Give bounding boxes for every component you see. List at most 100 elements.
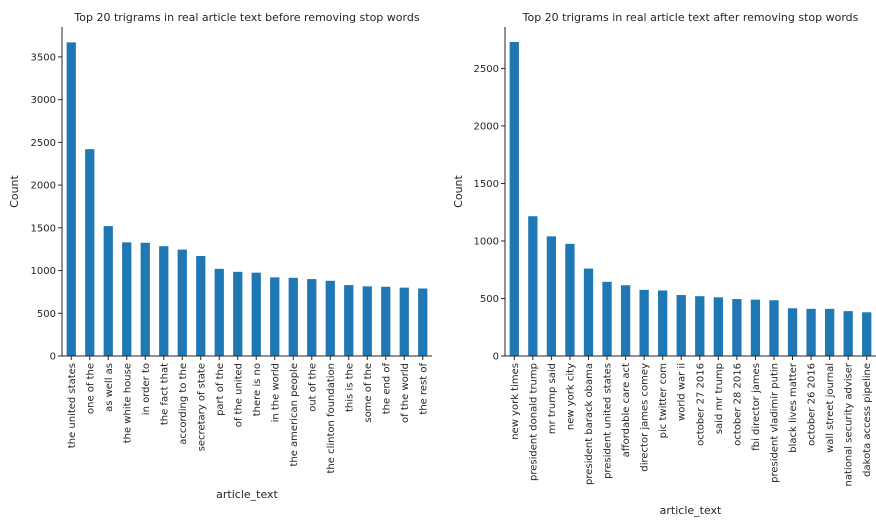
y-tick-label: 3500 bbox=[31, 52, 56, 63]
y-tick-label: 2500 bbox=[474, 64, 499, 75]
bar bbox=[418, 288, 428, 356]
x-tick-label: mr trump said bbox=[547, 363, 558, 434]
bar bbox=[695, 296, 705, 356]
bar bbox=[602, 281, 612, 356]
x-tick-label: pic twitter com bbox=[658, 363, 669, 438]
x-tick-label: fbi director james bbox=[751, 363, 762, 451]
bar bbox=[270, 277, 280, 356]
x-tick-label: one of the bbox=[85, 363, 96, 414]
x-tick-label: the clinton foundation bbox=[326, 363, 337, 473]
bar bbox=[140, 242, 150, 356]
bar bbox=[546, 236, 557, 356]
bar bbox=[362, 286, 372, 356]
bar bbox=[344, 285, 354, 356]
x-tick-label: said mr trump bbox=[714, 363, 725, 434]
bar bbox=[620, 285, 631, 356]
bar bbox=[288, 277, 298, 356]
x-tick-label: of the world bbox=[400, 363, 411, 423]
x-tick-label: the fact that bbox=[159, 363, 170, 425]
x-axis-label: article_text bbox=[216, 488, 278, 501]
bar bbox=[787, 308, 798, 356]
x-tick-label: new york city bbox=[565, 363, 576, 430]
y-tick-label: 3000 bbox=[31, 95, 56, 106]
y-tick-label: 500 bbox=[480, 294, 499, 305]
x-tick-label: the united states bbox=[67, 363, 78, 448]
bar bbox=[381, 286, 391, 356]
bar-series bbox=[66, 42, 428, 356]
y-tick-label: 1000 bbox=[474, 236, 499, 247]
x-tick-label: the rest of bbox=[418, 363, 429, 415]
chart-title: Top 20 trigrams in real article text aft… bbox=[522, 11, 859, 24]
bar bbox=[769, 300, 779, 356]
x-tick-label: october 28 2016 bbox=[732, 363, 743, 446]
y-tick-label: 1500 bbox=[31, 223, 56, 234]
bar bbox=[862, 312, 872, 356]
bar bbox=[583, 268, 594, 356]
bar bbox=[658, 290, 668, 356]
x-tick-label: some of the bbox=[363, 363, 374, 423]
chart-panel-before-stopwords: Top 20 trigrams in real article text bef… bbox=[8, 11, 432, 501]
x-tick-label: there is no bbox=[252, 363, 263, 416]
bar-series bbox=[509, 41, 872, 356]
x-tick-label: dakota access pipeline bbox=[862, 363, 873, 477]
x-tick-label: according to the bbox=[178, 363, 189, 445]
x-tick-label: the end of bbox=[381, 363, 392, 415]
bar bbox=[122, 242, 132, 356]
bar bbox=[528, 216, 538, 356]
y-tick-label: 0 bbox=[493, 352, 499, 363]
x-tick-label: october 26 2016 bbox=[807, 363, 818, 446]
x-tick-label: president united states bbox=[603, 363, 614, 479]
bar bbox=[196, 256, 206, 356]
x-tick-label: new york times bbox=[510, 363, 521, 440]
x-tick-label: national security adviser bbox=[844, 362, 855, 486]
y-tick-label: 2500 bbox=[31, 138, 56, 149]
x-tick-label: world war ii bbox=[677, 363, 688, 421]
bar bbox=[233, 271, 243, 356]
bar bbox=[66, 42, 76, 356]
bar bbox=[103, 226, 113, 356]
bar bbox=[676, 295, 686, 356]
bar bbox=[251, 272, 261, 356]
bar bbox=[806, 308, 816, 356]
x-tick-label: president barack obama bbox=[584, 363, 595, 485]
x-tick-label: secretary of state bbox=[196, 363, 207, 451]
bar bbox=[713, 297, 723, 356]
bar bbox=[843, 311, 853, 356]
y-tick-label: 2000 bbox=[474, 121, 499, 132]
y-axis-label: Count bbox=[8, 174, 21, 207]
bar bbox=[307, 279, 317, 356]
bar bbox=[399, 287, 409, 356]
x-tick-label: director james comey bbox=[640, 363, 651, 472]
x-tick-label: out of the bbox=[307, 363, 318, 412]
x-tick-label: president donald trump bbox=[528, 363, 539, 481]
x-tick-label: october 27 2016 bbox=[695, 363, 706, 446]
y-axis-label: Count bbox=[452, 174, 465, 207]
x-tick-label: the white house bbox=[122, 363, 133, 443]
x-tick-label: part of the bbox=[215, 363, 226, 416]
bar bbox=[159, 246, 169, 356]
bar bbox=[325, 280, 335, 356]
y-tick-label: 1000 bbox=[31, 266, 56, 277]
y-tick-label: 2000 bbox=[31, 181, 56, 192]
bar bbox=[732, 299, 742, 356]
x-tick-label: in order to bbox=[141, 363, 152, 415]
chart-panel-after-stopwords: Top 20 trigrams in real article text aft… bbox=[452, 11, 876, 517]
x-tick-label: in the world bbox=[270, 363, 281, 422]
bar bbox=[509, 41, 519, 356]
y-tick-label: 500 bbox=[37, 309, 56, 320]
y-tick-label: 0 bbox=[50, 352, 56, 363]
x-tick-label: affordable care act bbox=[621, 363, 632, 457]
bar bbox=[85, 149, 95, 356]
x-tick-label: black lives matter bbox=[788, 362, 799, 453]
x-tick-label: as well as bbox=[104, 363, 115, 412]
x-tick-label: the american people bbox=[289, 363, 300, 467]
x-tick-label: of the united bbox=[233, 363, 244, 427]
bar bbox=[214, 268, 224, 356]
bar bbox=[824, 308, 835, 356]
x-tick-label: wall street journal bbox=[825, 363, 836, 453]
x-tick-label: president vladimir putin bbox=[769, 363, 780, 483]
y-tick-label: 1500 bbox=[474, 179, 499, 190]
bar bbox=[565, 243, 575, 356]
x-axis-label: article_text bbox=[660, 504, 722, 517]
